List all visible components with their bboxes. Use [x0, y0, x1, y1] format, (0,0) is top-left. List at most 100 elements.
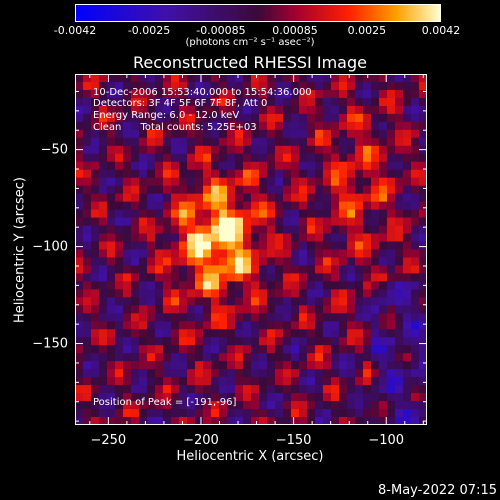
heatmap-cell — [275, 129, 284, 139]
heatmap-cell — [267, 289, 276, 298]
heatmap-cell — [163, 321, 172, 330]
heatmap-cell — [355, 369, 364, 378]
heatmap-cell — [307, 137, 316, 147]
heatmap-cell — [315, 89, 324, 99]
heatmap-cell — [75, 113, 84, 123]
heatmap-cell — [419, 393, 427, 402]
heatmap-cell — [275, 337, 284, 346]
heatmap-cell — [243, 393, 252, 402]
heatmap-cell — [219, 201, 228, 211]
heatmap-cell — [83, 129, 92, 139]
heatmap-cell — [291, 121, 300, 131]
heatmap-cell — [403, 289, 412, 298]
heatmap-cell — [235, 81, 244, 91]
heatmap-cell — [219, 369, 228, 378]
heatmap-cell — [307, 233, 316, 243]
heatmap-cell — [75, 417, 84, 425]
heatmap-cell — [339, 105, 348, 115]
heatmap-cell — [323, 145, 332, 155]
heatmap-cell — [187, 217, 196, 227]
heatmap-cell — [379, 273, 388, 283]
heatmap-cell — [267, 409, 276, 418]
heatmap-cell — [91, 74, 100, 83]
heatmap-cell — [83, 153, 92, 163]
heatmap-cell — [131, 225, 140, 235]
heatmap-cell — [91, 121, 100, 131]
heatmap-cell — [291, 177, 300, 187]
heatmap-cell — [91, 289, 100, 298]
heatmap-cell — [331, 105, 340, 115]
heatmap-cell — [91, 401, 100, 410]
heatmap-cell — [251, 209, 260, 219]
heatmap-cell — [163, 393, 172, 402]
heatmap-cell — [115, 393, 124, 402]
heatmap-cell — [235, 153, 244, 163]
heatmap-cell — [307, 74, 316, 83]
heatmap-cell — [179, 185, 188, 195]
heatmap-cell — [371, 417, 380, 425]
heatmap-cell — [291, 225, 300, 235]
heatmap-cell — [291, 321, 300, 330]
heatmap-cell — [323, 393, 332, 402]
heatmap-cell — [211, 281, 220, 290]
heatmap-cell — [155, 305, 164, 314]
heatmap-cell — [275, 121, 284, 131]
heatmap-cell — [195, 329, 204, 338]
heatmap-cell — [299, 113, 308, 123]
heatmap-cell — [163, 209, 172, 219]
heatmap-cell — [203, 201, 212, 211]
heatmap-cell — [187, 177, 196, 187]
heatmap-cell — [123, 297, 132, 306]
heatmap-cell — [83, 233, 92, 243]
heatmap-cell — [171, 361, 180, 370]
heatmap-cell — [395, 185, 404, 195]
heatmap-cell — [331, 145, 340, 155]
heatmap-cell — [379, 169, 388, 179]
heatmap-cell — [339, 161, 348, 171]
heatmap-cell — [299, 217, 308, 227]
heatmap-cell — [307, 393, 316, 402]
heatmap-cell — [155, 393, 164, 402]
heatmap-cell — [171, 161, 180, 171]
heatmap-cell — [387, 169, 396, 179]
heatmap-cell — [187, 305, 196, 314]
heatmap-cell — [315, 217, 324, 227]
heatmap-cell — [203, 74, 212, 83]
heatmap-cell — [331, 345, 340, 354]
heatmap-cell — [379, 353, 388, 362]
heatmap-cell — [355, 257, 364, 267]
heatmap-cell — [291, 185, 300, 195]
heatmap-cell — [235, 209, 244, 219]
heatmap-cell — [91, 153, 100, 163]
heatmap-cell — [363, 121, 372, 131]
heatmap-cell — [91, 409, 100, 418]
heatmap-cell — [179, 281, 188, 290]
heatmap-cell — [403, 209, 412, 219]
heatmap-cell — [99, 321, 108, 330]
heatmap-cell — [195, 345, 204, 354]
heatmap-cell — [123, 289, 132, 298]
heatmap-cell — [259, 185, 268, 195]
heatmap-cell — [219, 129, 228, 139]
heatmap-cell — [83, 185, 92, 195]
heatmap-cell — [331, 249, 340, 259]
heatmap-cell — [363, 201, 372, 211]
heatmap-cell — [107, 129, 116, 139]
heatmap-cell — [227, 297, 236, 306]
heatmap-cell — [387, 265, 396, 275]
heatmap-cell — [83, 217, 92, 227]
heatmap-cell — [283, 153, 292, 163]
heatmap-cell — [283, 161, 292, 171]
heatmap-cell — [323, 249, 332, 259]
heatmap-cell — [283, 313, 292, 322]
heatmap-cell — [331, 313, 340, 322]
heatmap-cell — [187, 401, 196, 410]
heatmap-cell — [243, 265, 252, 275]
heatmap-cell — [155, 361, 164, 370]
x-tick-label: −200 — [183, 433, 219, 448]
heatmap-cell — [403, 145, 412, 155]
heatmap-cell — [299, 329, 308, 338]
heatmap-cell — [99, 313, 108, 322]
heatmap-cell — [299, 177, 308, 187]
heatmap-cell — [99, 81, 108, 91]
